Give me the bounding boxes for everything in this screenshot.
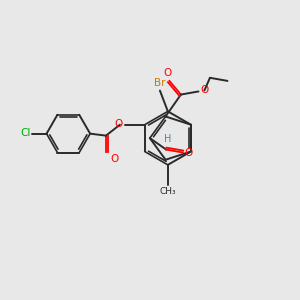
Text: O: O (163, 68, 172, 78)
Text: H: H (164, 134, 171, 144)
Text: CH₃: CH₃ (160, 187, 176, 196)
Text: O: O (110, 154, 118, 164)
Text: O: O (185, 148, 193, 158)
Text: Br: Br (154, 78, 166, 88)
Text: O: O (115, 119, 123, 129)
Text: Cl: Cl (20, 128, 31, 138)
Text: O: O (200, 85, 209, 95)
